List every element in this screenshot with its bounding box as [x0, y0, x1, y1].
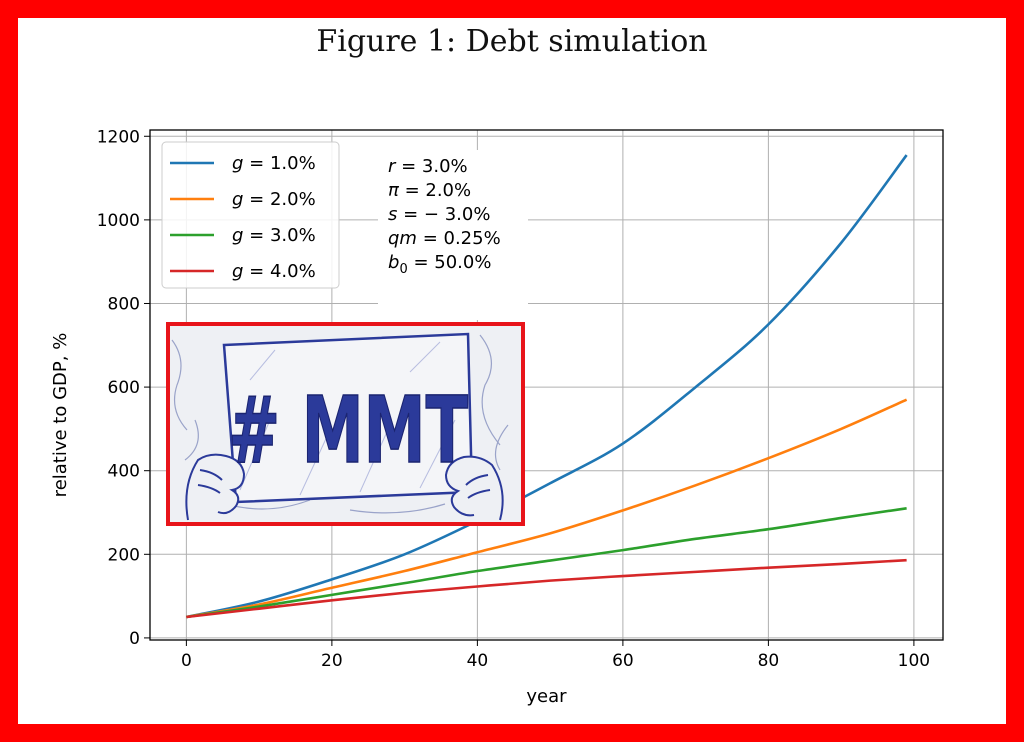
y-axis-label: relative to GDP, % [50, 333, 71, 498]
parameter-line: b0 = 50.0% [388, 252, 491, 277]
parameter-items: r = 3.0% π = 2.0% s = − 3.0% qm = 0.25% b0 =… [388, 156, 501, 277]
x-tick-label: 80 [758, 651, 780, 671]
legend-entry: g = 3.0% [232, 225, 316, 246]
legend-entry: g = 2.0% [232, 189, 316, 210]
sign-hatching [239, 341, 456, 496]
y-tick-label: 200 [108, 545, 140, 565]
parameter-box [378, 150, 528, 320]
legend-entry: g = 1.0% [232, 153, 316, 174]
x-axis-label: year [526, 686, 567, 707]
series-line-3 [186, 507, 907, 619]
sign-text: # MMT [228, 377, 468, 484]
y-tick-label: 0 [129, 629, 140, 649]
legend-items: g = 1.0% g = 2.0% g = 3.0% g = 4.0% [170, 153, 316, 282]
x-tick-label: 60 [612, 651, 634, 671]
y-tick-label: 800 [108, 294, 140, 314]
x-tick-label: 100 [898, 651, 930, 671]
x-tick-label: 0 [181, 651, 192, 671]
parameter-line: s = − 3.0% [388, 204, 490, 225]
legend: g = 1.0% g = 2.0% g = 3.0% g = 4.0% [161, 141, 340, 289]
y-tick-label: 600 [108, 378, 140, 398]
right-hand [444, 455, 504, 521]
y-tick-label: 1000 [97, 211, 140, 231]
left-hand [185, 453, 246, 521]
image-border [166, 322, 525, 526]
series-lines [186, 154, 908, 619]
legend-box [161, 141, 340, 289]
x-tick-label: 40 [467, 651, 489, 671]
y-tick-label: 400 [108, 462, 140, 482]
figure-title: Figure 1: Debt simulation [316, 24, 708, 59]
parameter-line: qm = 0.25% [388, 228, 501, 249]
series-line-4 [186, 558, 907, 619]
parameter-annotation: r = 3.0% π = 2.0% s = − 3.0% qm = 0.25% b0 =… [378, 150, 528, 320]
plot-frame [149, 129, 944, 641]
y-tick-label: 1200 [97, 127, 140, 147]
parameter-line: r = 3.0% [388, 156, 468, 177]
mmt-sign-image: # MMT [166, 322, 525, 526]
background-scribbles [171, 334, 509, 514]
parameter-line: π = 2.0% [388, 180, 471, 201]
series-line-2 [186, 398, 908, 619]
series-line-1 [186, 154, 908, 619]
x-tick-label: 20 [321, 651, 343, 671]
legend-entry: g = 4.0% [232, 261, 316, 282]
